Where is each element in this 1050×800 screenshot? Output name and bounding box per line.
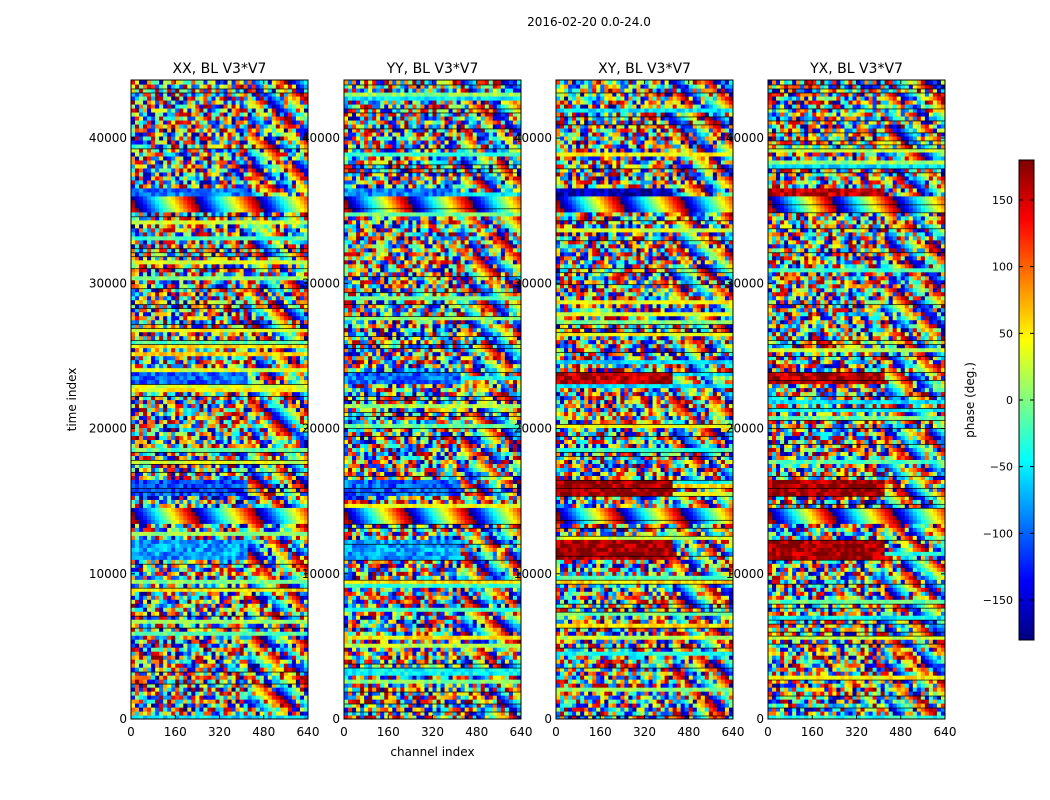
y-tick-label: 30000 [89, 276, 127, 290]
x-tick-label: 640 [510, 725, 533, 739]
x-tick-label: 480 [465, 725, 488, 739]
heatmap-image [344, 80, 521, 719]
colorbar-tick-label: 150 [992, 194, 1013, 207]
x-tick-label: 0 [764, 725, 772, 739]
panel-2: YY, BL V3*V7 0 160 320 480 640 0 10000 20000 3000… [302, 61, 533, 759]
y-tick-label: 0 [756, 712, 764, 726]
y-tick-label: 30000 [302, 276, 340, 290]
y-tick-label: 40000 [514, 131, 552, 145]
colorbar-label: phase (deg.) [963, 362, 977, 438]
panel-title: YY, BL V3*V7 [386, 61, 479, 77]
colorbar-tick-label: 100 [992, 261, 1013, 274]
y-tick-label: 0 [544, 712, 552, 726]
y-axis-label: time index [65, 368, 79, 432]
x-tick-label: 320 [208, 725, 231, 739]
x-tick-label: 160 [377, 725, 400, 739]
x-tick-label: 480 [889, 725, 912, 739]
x-tick-label: 160 [589, 725, 612, 739]
panel-1: XX, BL V3*V7 0 160 320 480 640 0 10000 20000 3000… [65, 61, 319, 739]
panel-title: XY, BL V3*V7 [598, 61, 691, 77]
heatmap-image [131, 80, 308, 719]
heatmap-image [556, 80, 733, 719]
colorbar: 150 100 50 0 −50 −100 −150 phase (deg.) [963, 159, 1035, 641]
y-tick-label: 30000 [726, 276, 764, 290]
x-tick-label: 640 [934, 725, 957, 739]
panel-3: XY, BL V3*V7 0 160 320 480 640 0 10000 20000 3000… [514, 61, 745, 739]
colorbar-tick-label: 50 [999, 327, 1013, 340]
y-tick-label: 20000 [726, 422, 764, 436]
colorbar-tick-label: −50 [990, 461, 1013, 474]
x-tick-label: 320 [845, 725, 868, 739]
x-tick-label: 160 [164, 725, 187, 739]
y-tick-label: 10000 [302, 567, 340, 581]
y-tick-label: 40000 [302, 131, 340, 145]
x-axis-label: channel index [390, 745, 474, 759]
panel-4: YX, BL V3*V7 0 160 320 480 640 0 10000 20000 3000… [726, 61, 957, 739]
x-tick-label: 320 [421, 725, 444, 739]
colorbar-tick-label: 0 [1006, 394, 1013, 407]
x-tick-label: 0 [552, 725, 560, 739]
figure-title: 2016-02-20 0.0-24.0 [527, 15, 651, 29]
x-tick-label: 480 [252, 725, 275, 739]
colorbar-tick-label: −100 [983, 527, 1013, 540]
y-tick-label: 10000 [514, 567, 552, 581]
colorbar-tick-label: −150 [983, 594, 1013, 607]
y-tick-label: 10000 [89, 567, 127, 581]
panels: XX, BL V3*V7 0 160 320 480 640 0 10000 20000 3000… [65, 61, 956, 759]
heatmap-image [768, 80, 945, 719]
y-tick-label: 0 [119, 712, 127, 726]
panel-title: YX, BL V3*V7 [809, 61, 903, 77]
y-tick-label: 0 [332, 712, 340, 726]
y-tick-label: 10000 [726, 567, 764, 581]
x-tick-label: 0 [127, 725, 135, 739]
x-tick-label: 640 [297, 725, 320, 739]
y-tick-label: 20000 [514, 422, 552, 436]
y-tick-label: 20000 [302, 422, 340, 436]
y-tick-label: 30000 [514, 276, 552, 290]
x-tick-label: 320 [633, 725, 656, 739]
x-tick-label: 640 [722, 725, 745, 739]
y-tick-label: 40000 [89, 131, 127, 145]
x-tick-label: 160 [801, 725, 824, 739]
panel-title: XX, BL V3*V7 [173, 61, 267, 77]
x-tick-label: 0 [340, 725, 348, 739]
x-tick-label: 480 [677, 725, 700, 739]
y-tick-label: 20000 [89, 422, 127, 436]
y-tick-label: 40000 [726, 131, 764, 145]
